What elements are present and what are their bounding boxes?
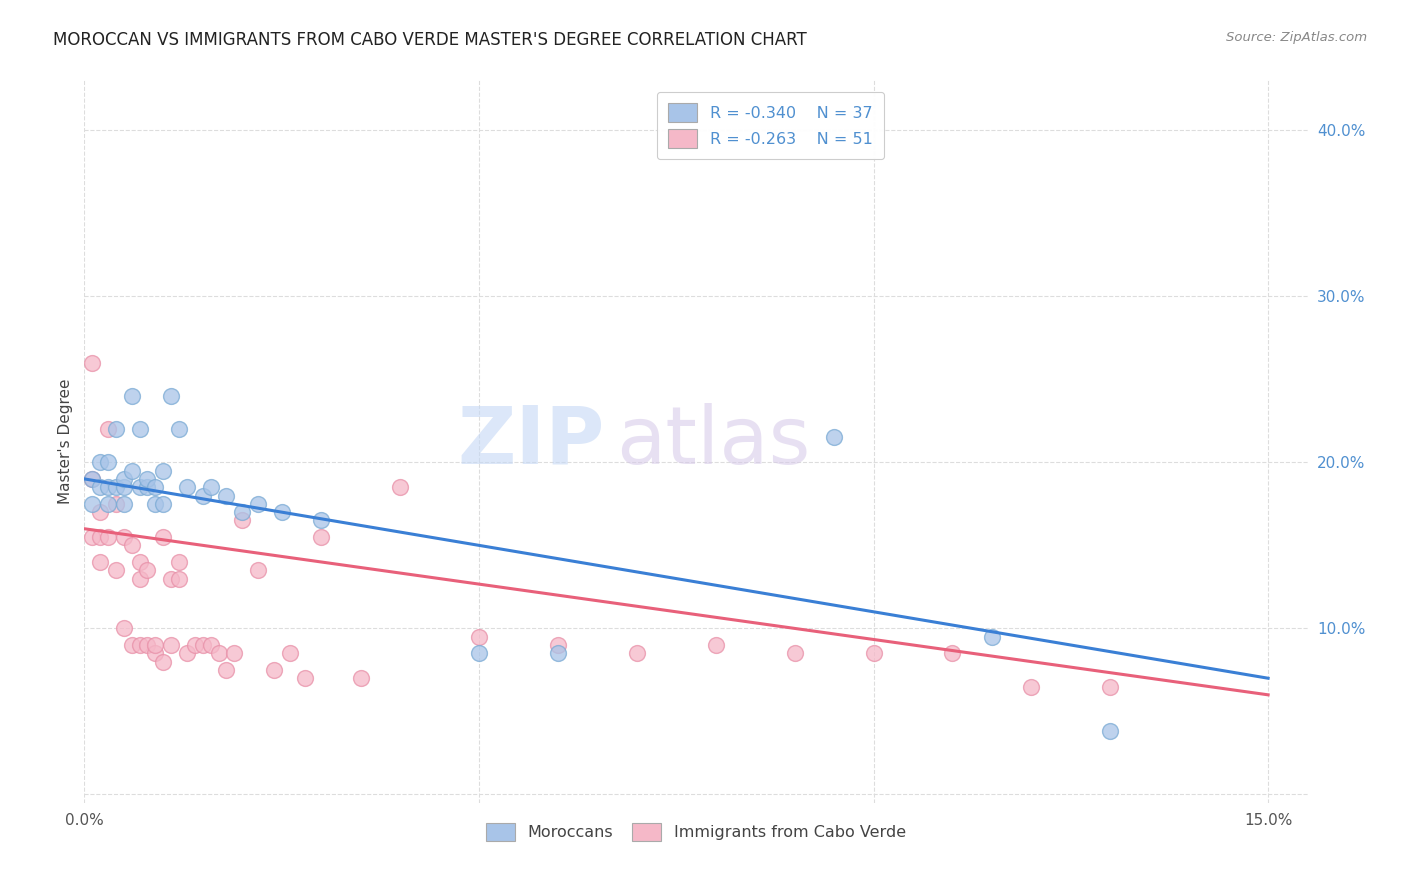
Y-axis label: Master's Degree: Master's Degree — [58, 379, 73, 504]
Point — [89, 555, 111, 569]
Point — [82, 472, 104, 486]
Point — [112, 472, 135, 486]
Point — [136, 563, 159, 577]
Point — [468, 630, 491, 644]
Point — [547, 638, 569, 652]
Point — [176, 480, 198, 494]
Point — [941, 646, 963, 660]
Text: atlas: atlas — [616, 402, 811, 481]
Point — [309, 530, 332, 544]
Point — [145, 638, 167, 652]
Point — [128, 572, 150, 586]
Point — [82, 356, 104, 370]
Point — [862, 646, 884, 660]
Point — [112, 497, 135, 511]
Point — [152, 497, 174, 511]
Point — [112, 530, 135, 544]
Point — [145, 497, 167, 511]
Point — [136, 472, 159, 486]
Point — [97, 455, 120, 469]
Point — [89, 530, 111, 544]
Point — [270, 505, 292, 519]
Point — [112, 480, 135, 494]
Point — [309, 513, 332, 527]
Point — [128, 555, 150, 569]
Point — [160, 389, 183, 403]
Point — [104, 563, 127, 577]
Point — [82, 530, 104, 544]
Point — [97, 497, 120, 511]
Point — [1099, 680, 1122, 694]
Point — [145, 480, 167, 494]
Legend: Moroccans, Immigrants from Cabo Verde: Moroccans, Immigrants from Cabo Verde — [478, 814, 914, 849]
Point — [389, 480, 412, 494]
Point — [294, 671, 316, 685]
Point — [167, 572, 190, 586]
Point — [128, 480, 150, 494]
Point — [97, 530, 120, 544]
Point — [184, 638, 207, 652]
Point — [468, 646, 491, 660]
Point — [160, 572, 183, 586]
Point — [167, 422, 190, 436]
Point — [207, 646, 229, 660]
Point — [224, 646, 246, 660]
Point — [823, 430, 845, 444]
Text: ZIP: ZIP — [457, 402, 605, 481]
Point — [97, 480, 120, 494]
Point — [160, 638, 183, 652]
Point — [121, 389, 143, 403]
Point — [704, 638, 727, 652]
Point — [82, 497, 104, 511]
Point — [231, 513, 253, 527]
Point — [104, 497, 127, 511]
Point — [121, 538, 143, 552]
Point — [121, 464, 143, 478]
Point — [82, 472, 104, 486]
Point — [1021, 680, 1043, 694]
Point — [783, 646, 806, 660]
Point — [89, 480, 111, 494]
Point — [215, 663, 238, 677]
Point — [191, 489, 214, 503]
Point — [200, 638, 222, 652]
Point — [191, 638, 214, 652]
Point — [152, 655, 174, 669]
Point — [89, 455, 111, 469]
Point — [136, 638, 159, 652]
Point — [104, 422, 127, 436]
Point — [349, 671, 371, 685]
Point — [145, 646, 167, 660]
Point — [1099, 724, 1122, 739]
Point — [128, 422, 150, 436]
Point — [246, 497, 269, 511]
Point — [980, 630, 1002, 644]
Point — [246, 563, 269, 577]
Point — [104, 480, 127, 494]
Point — [231, 505, 253, 519]
Point — [152, 464, 174, 478]
Point — [263, 663, 285, 677]
Text: MOROCCAN VS IMMIGRANTS FROM CABO VERDE MASTER'S DEGREE CORRELATION CHART: MOROCCAN VS IMMIGRANTS FROM CABO VERDE M… — [53, 31, 807, 49]
Point — [215, 489, 238, 503]
Point — [547, 646, 569, 660]
Point — [176, 646, 198, 660]
Point — [278, 646, 301, 660]
Point — [97, 422, 120, 436]
Point — [128, 638, 150, 652]
Point — [136, 480, 159, 494]
Point — [152, 530, 174, 544]
Point — [626, 646, 648, 660]
Point — [200, 480, 222, 494]
Point — [167, 555, 190, 569]
Text: Source: ZipAtlas.com: Source: ZipAtlas.com — [1226, 31, 1367, 45]
Point — [121, 638, 143, 652]
Point — [89, 505, 111, 519]
Point — [112, 621, 135, 635]
